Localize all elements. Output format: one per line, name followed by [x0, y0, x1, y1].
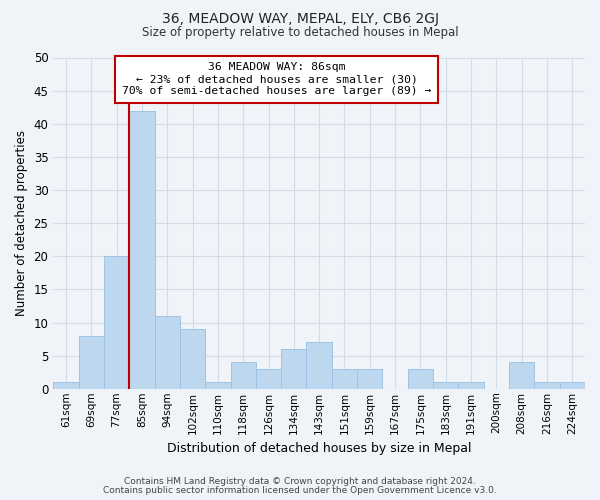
Bar: [230, 362, 256, 389]
Bar: [332, 369, 357, 389]
Bar: [509, 362, 535, 389]
Bar: [458, 382, 484, 389]
Bar: [104, 256, 129, 389]
Text: 36, MEADOW WAY, MEPAL, ELY, CB6 2GJ: 36, MEADOW WAY, MEPAL, ELY, CB6 2GJ: [161, 12, 439, 26]
Bar: [53, 382, 79, 389]
Bar: [180, 329, 205, 389]
Bar: [281, 349, 307, 389]
Text: Size of property relative to detached houses in Mepal: Size of property relative to detached ho…: [142, 26, 458, 39]
Text: 36 MEADOW WAY: 86sqm
← 23% of detached houses are smaller (30)
70% of semi-detac: 36 MEADOW WAY: 86sqm ← 23% of detached h…: [122, 62, 431, 96]
X-axis label: Distribution of detached houses by size in Mepal: Distribution of detached houses by size …: [167, 442, 472, 455]
Y-axis label: Number of detached properties: Number of detached properties: [15, 130, 28, 316]
Bar: [408, 369, 433, 389]
Bar: [155, 316, 180, 389]
Bar: [433, 382, 458, 389]
Bar: [205, 382, 230, 389]
Bar: [535, 382, 560, 389]
Bar: [79, 336, 104, 389]
Bar: [307, 342, 332, 389]
Text: Contains public sector information licensed under the Open Government Licence v3: Contains public sector information licen…: [103, 486, 497, 495]
Bar: [560, 382, 585, 389]
Text: Contains HM Land Registry data © Crown copyright and database right 2024.: Contains HM Land Registry data © Crown c…: [124, 477, 476, 486]
Bar: [256, 369, 281, 389]
Bar: [357, 369, 382, 389]
Bar: [129, 110, 155, 389]
